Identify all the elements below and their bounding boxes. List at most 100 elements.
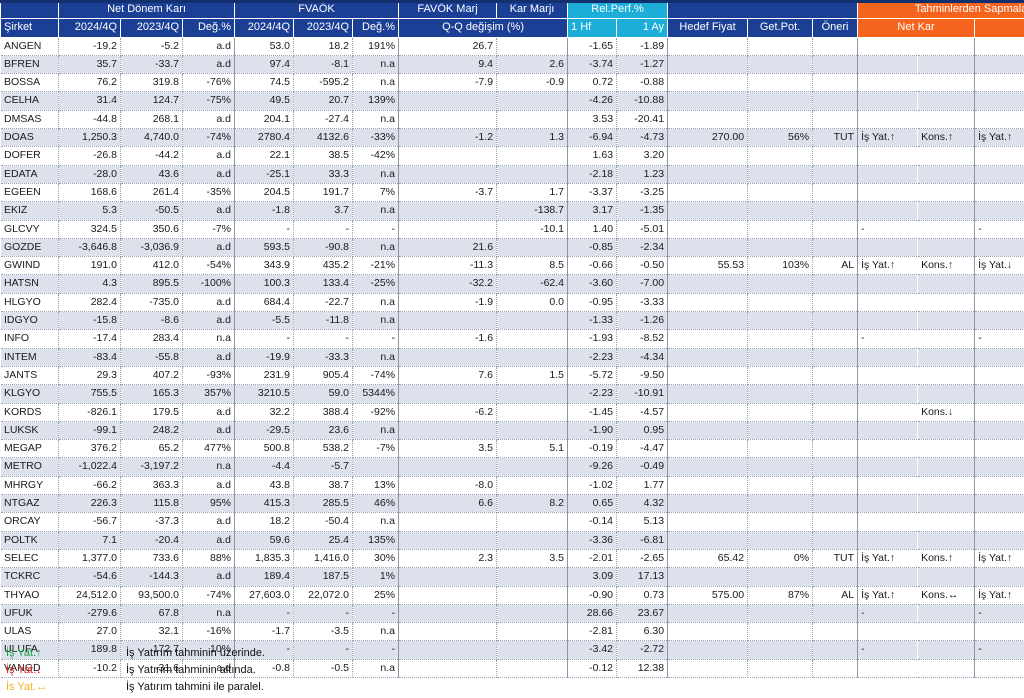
- cell-oneri: [812, 366, 859, 386]
- cell-rel-perf-1ay: 12.38: [616, 659, 669, 678]
- table-row[interactable]: ULAS 27.0 32.1 -16% -1.7 -3.5 n.a -2.81 6.30: [0, 622, 1024, 642]
- cell-net-kar-degisim: a.d: [182, 238, 235, 258]
- cell-favok-marj: 2.3: [398, 549, 498, 569]
- table-row[interactable]: POLTK 7.1 -20.4 a.d 59.6 25.4 135% -3.36 -6.81: [0, 531, 1024, 550]
- cell-ticker: TCKRC: [0, 567, 59, 587]
- cell-sapma-favok-is-yatirim: [974, 37, 1024, 56]
- cell-ticker: VANGD: [0, 659, 59, 678]
- table-row[interactable]: INFO -17.4 283.4 n.a - - - -1.6 -1.93 -8.52- -: [0, 329, 1024, 349]
- cell-sapma-favok-is-yatirim: -: [974, 220, 1024, 239]
- cell-fvaok-2024: 3210.5: [234, 384, 294, 404]
- table-row[interactable]: HATSN 4.3 895.5 -100% 100.3 133.4 -25% -32.2 -62…: [0, 274, 1024, 294]
- cell-sapma-favok-is-yatirim: [974, 73, 1024, 93]
- cell-sapma-net-kar-konsensus: [917, 311, 976, 331]
- table-row[interactable]: EDATA -28.0 43.6 a.d -25.1 33.3 n.a -2.18 1.23: [0, 165, 1024, 184]
- cell-net-kar-2023: -735.0: [120, 293, 183, 313]
- header-fvaok-2024: 2024/4Q: [234, 18, 294, 38]
- cell-fvaok-degisim: n.a: [352, 512, 400, 532]
- table-row[interactable]: GOZDE -3,646.8 -3,036.9 a.d 593.5 -90.8 n.a 21.…: [0, 238, 1024, 258]
- table-row[interactable]: VANGD -10.2 -31.6 a.d -0.8 -0.5 n.a -0.12 12.38: [0, 659, 1024, 678]
- table-row[interactable]: MHRGY -66.2 363.3 a.d 43.8 38.7 13% -8.0 -1.02 1.…: [0, 476, 1024, 496]
- table-row[interactable]: DMSAS -44.8 268.1 a.d 204.1 -27.4 n.a 3.53 -20.4…: [0, 110, 1024, 130]
- table-row[interactable]: ORCAY -56.7 -37.3 a.d 18.2 -50.4 n.a -0.14 5.13: [0, 512, 1024, 532]
- cell-sapma-net-kar-konsensus: [917, 220, 976, 239]
- cell-get-pot: 87%: [747, 586, 814, 605]
- cell-net-kar-2023: -33.7: [120, 55, 183, 75]
- cell-get-pot: [747, 421, 814, 441]
- header-group-sapmalar: Tahminlerden Sapmalar (+-%5): [857, 0, 1024, 20]
- table-row[interactable]: TCKRC -54.6 -144.3 a.d 189.4 187.5 1% 3.09 17.13: [0, 567, 1024, 587]
- table-row[interactable]: EKIZ 5.3 -50.5 a.d -1.8 3.7 n.a -138.7 3.17 -1.35: [0, 201, 1024, 221]
- cell-get-pot: [747, 622, 814, 642]
- cell-sapma-net-kar-konsensus: [917, 91, 976, 111]
- cell-net-kar-2024: 168.6: [58, 183, 121, 203]
- cell-fvaok-degisim: 139%: [352, 91, 400, 111]
- table-row[interactable]: LUKSK -99.1 248.2 a.d -29.5 23.6 n.a -1.90 0.95: [0, 421, 1024, 441]
- cell-fvaok-2023: -595.2: [293, 73, 353, 93]
- cell-sapma-net-kar-konsensus: [917, 476, 976, 496]
- cell-sapma-favok-is-yatirim: -: [974, 604, 1024, 624]
- table-row[interactable]: CELHA 31.4 124.7 -75% 49.5 20.7 139% -4.26 -10.8…: [0, 91, 1024, 111]
- cell-ticker: IDGYO: [0, 311, 59, 331]
- table-row[interactable]: GLCVY 324.5 350.6 -7% - - - -10.1 1.40 -5.01- -: [0, 220, 1024, 239]
- cell-oneri: [812, 348, 859, 367]
- cell-rel-perf-1hf: -1.02: [567, 476, 618, 496]
- cell-ticker: GOZDE: [0, 238, 59, 258]
- table-row[interactable]: EGEEN 168.6 261.4 -35% 204.5 191.7 7% -3.7 1.7 -3…: [0, 183, 1024, 203]
- cell-oneri: TUT: [812, 549, 859, 569]
- cell-sapma-net-kar-konsensus: Kons.↑: [917, 128, 976, 148]
- cell-sapma-net-kar-is-yatirim: [857, 659, 919, 678]
- cell-fvaok-degisim: n.a: [352, 238, 400, 258]
- cell-sapma-net-kar-konsensus: Kons.↑: [917, 549, 976, 569]
- legend-table: İş Yat.↑ İş Yatırım tahminin üzerinde. İş …: [0, 645, 269, 696]
- table-row[interactable]: BOSSA 76.2 319.8 -76% 74.5 -595.2 n.a -7.9 -0.9 0…: [0, 73, 1024, 93]
- cell-fvaok-2024: 204.1: [234, 110, 294, 130]
- cell-ticker: METRO: [0, 457, 59, 477]
- cell-net-kar-2023: 32.1: [120, 622, 183, 642]
- legend-row: İş Yat.↓ İş Yatırım tahminin altında.: [0, 662, 269, 679]
- cell-hedef-fiyat: [667, 201, 749, 221]
- cell-net-kar-2024: -44.8: [58, 110, 121, 130]
- table-row[interactable]: GWIND 191.0 412.0 -54% 343.9 435.2 -21% -11.3 8.…: [0, 256, 1024, 276]
- cell-hedef-fiyat: [667, 37, 749, 56]
- cell-sapma-net-kar-is-yatirim: [857, 439, 919, 459]
- table-row[interactable]: MEGAP 376.2 65.2 477% 500.8 538.2 -7% 3.5 5.1 -0.…: [0, 439, 1024, 459]
- cell-sapma-net-kar-konsensus: [917, 201, 976, 221]
- cell-fvaok-2023: -5.7: [293, 457, 353, 477]
- cell-favok-marj: [398, 659, 498, 678]
- table-row[interactable]: DOFER -26.8 -44.2 a.d 22.1 38.5 -42% 1.63 3.20: [0, 146, 1024, 166]
- table-row[interactable]: UFUK -279.6 67.8 n.a - - -28.66 23.67- -: [0, 604, 1024, 624]
- cell-favok-marj: [398, 165, 498, 184]
- table-row[interactable]: ANGEN -19.2 -5.2 a.d 53.0 18.2 191% 26.7 -1.65 -1…: [0, 37, 1024, 56]
- table-row[interactable]: KLGYO 755.5 165.3 357% 3210.5 59.0 5344% -2.23-…: [0, 384, 1024, 404]
- cell-hedef-fiyat: [667, 274, 749, 294]
- table-row[interactable]: IDGYO -15.8 -8.6 a.d -5.5 -11.8 n.a -1.33 -1.26: [0, 311, 1024, 331]
- cell-net-kar-2024: 1,250.3: [58, 128, 121, 148]
- cell-favok-marj: [398, 311, 498, 331]
- cell-sapma-favok-is-yatirim: [974, 238, 1024, 258]
- cell-oneri: [812, 622, 859, 642]
- table-row[interactable]: DOAS 1,250.3 4,740.0 -74% 2780.4 4132.6 -33% -1…: [0, 128, 1024, 148]
- table-row[interactable]: JANTS 29.3 407.2 -93% 231.9 905.4 -74% 7.6 1.5 -5…: [0, 366, 1024, 386]
- cell-kar-marji: [496, 421, 569, 441]
- table-row[interactable]: KORDS -826.1 179.5 a.d 32.2 388.4 -92% -6.2 -1.4…: [0, 403, 1024, 422]
- cell-net-kar-degisim: -7%: [182, 220, 235, 239]
- table-row[interactable]: METRO -1,022.4 -3,197.2 n.a -4.4 -5.7 -9.26 -0.…: [0, 457, 1024, 477]
- cell-favok-marj: [398, 457, 498, 477]
- table-row[interactable]: ULUFA 189.8 172.7 10% - - - -3.42 -2.72- -: [0, 640, 1024, 660]
- cell-kar-marji: [496, 329, 569, 349]
- table-row[interactable]: THYAO 24,512.0 93,500.0 -74% 27,603.0 22,072.…: [0, 586, 1024, 605]
- cell-fvaok-2023: 22,072.0: [293, 586, 353, 605]
- table-row[interactable]: BFREN 35.7 -33.7 a.d 97.4 -8.1 n.a 9.4 2.6 -3.74-…: [0, 55, 1024, 75]
- table-row[interactable]: HLGYO 282.4 -735.0 a.d 684.4 -22.7 n.a -1.9 0.0-…: [0, 293, 1024, 313]
- cell-fvaok-degisim: n.a: [352, 421, 400, 441]
- cell-fvaok-2023: -: [293, 604, 353, 624]
- cell-hedef-fiyat: 575.00: [667, 586, 749, 605]
- cell-rel-perf-1ay: -10.88: [616, 91, 669, 111]
- cell-net-kar-2023: -44.2: [120, 146, 183, 166]
- table-row[interactable]: SELEC 1,377.0 733.6 88% 1,835.3 1,416.0 30% 2.3…: [0, 549, 1024, 569]
- table-row[interactable]: NTGAZ 226.3 115.8 95% 415.3 285.5 46% 6.6 8.2 0.6…: [0, 494, 1024, 514]
- table-row[interactable]: INTEM -83.4 -55.8 a.d -19.9 -33.3 n.a -2.23 -4.3…: [0, 348, 1024, 367]
- cell-ticker: ULAS: [0, 622, 59, 642]
- cell-fvaok-2024: -4.4: [234, 457, 294, 477]
